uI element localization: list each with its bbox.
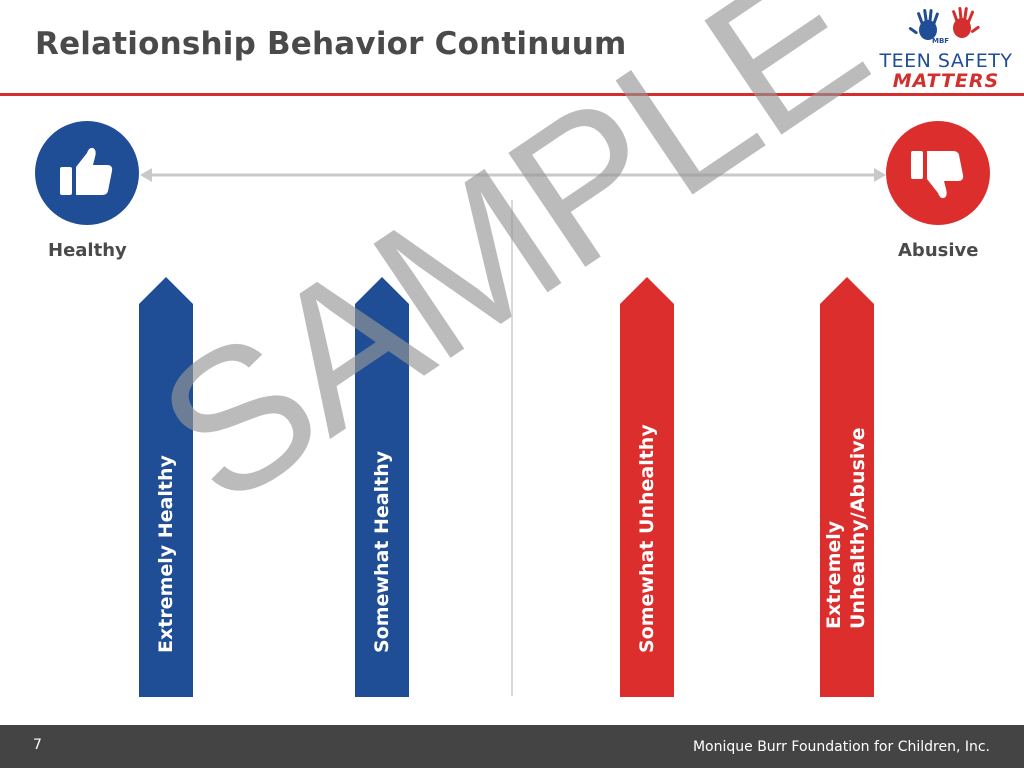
bar-extremely-healthy: Extremely Healthy bbox=[139, 277, 193, 697]
center-divider bbox=[511, 200, 513, 696]
bar-label-line-2: Unhealthy/Abusive bbox=[847, 427, 869, 629]
logo-line-2: MATTERS bbox=[892, 70, 1000, 92]
bar-arrow-shape bbox=[620, 277, 674, 697]
abusive-label: Abusive bbox=[898, 240, 979, 261]
teen-safety-matters-logo: MBF TEEN SAFETY MATTERS bbox=[876, 6, 1016, 92]
bar-label: Somewhat Healthy bbox=[371, 450, 393, 653]
healthy-label: Healthy bbox=[48, 240, 127, 261]
bar-label-line-1: Extremely bbox=[823, 520, 845, 629]
header-divider bbox=[0, 93, 1024, 96]
bar-somewhat-unhealthy: Somewhat Unhealthy bbox=[620, 277, 674, 697]
bar-label: Somewhat Unhealthy bbox=[636, 424, 658, 653]
slide-title: Relationship Behavior Continuum bbox=[35, 26, 627, 62]
hands-logo-icon bbox=[908, 6, 980, 40]
healthy-icon-circle bbox=[35, 121, 139, 225]
bar-somewhat-healthy: Somewhat Healthy bbox=[355, 277, 409, 697]
bar-extremely-unhealthy-abusive: Extremely Unhealthy/Abusive bbox=[820, 277, 874, 697]
bar-arrow-shape bbox=[355, 277, 409, 697]
thumbs-down-icon bbox=[911, 151, 964, 199]
page-number: 7 bbox=[33, 737, 42, 753]
bar-arrow-shape bbox=[139, 277, 193, 697]
logo-line-1: TEEN SAFETY bbox=[879, 50, 1013, 72]
bar-arrow-shape bbox=[820, 277, 874, 697]
thumbs-up-icon bbox=[60, 147, 113, 195]
bar-label: Extremely Healthy bbox=[155, 455, 177, 653]
footer-organization: Monique Burr Foundation for Children, In… bbox=[692, 739, 990, 755]
bar-label-multiline: Extremely Unhealthy/Abusive bbox=[822, 427, 870, 629]
continuum-arrow bbox=[140, 168, 886, 182]
logo-badge: MBF bbox=[932, 37, 950, 45]
footer-bar: 7 Monique Burr Foundation for Children, … bbox=[0, 725, 1024, 768]
abusive-icon-circle bbox=[886, 121, 990, 225]
